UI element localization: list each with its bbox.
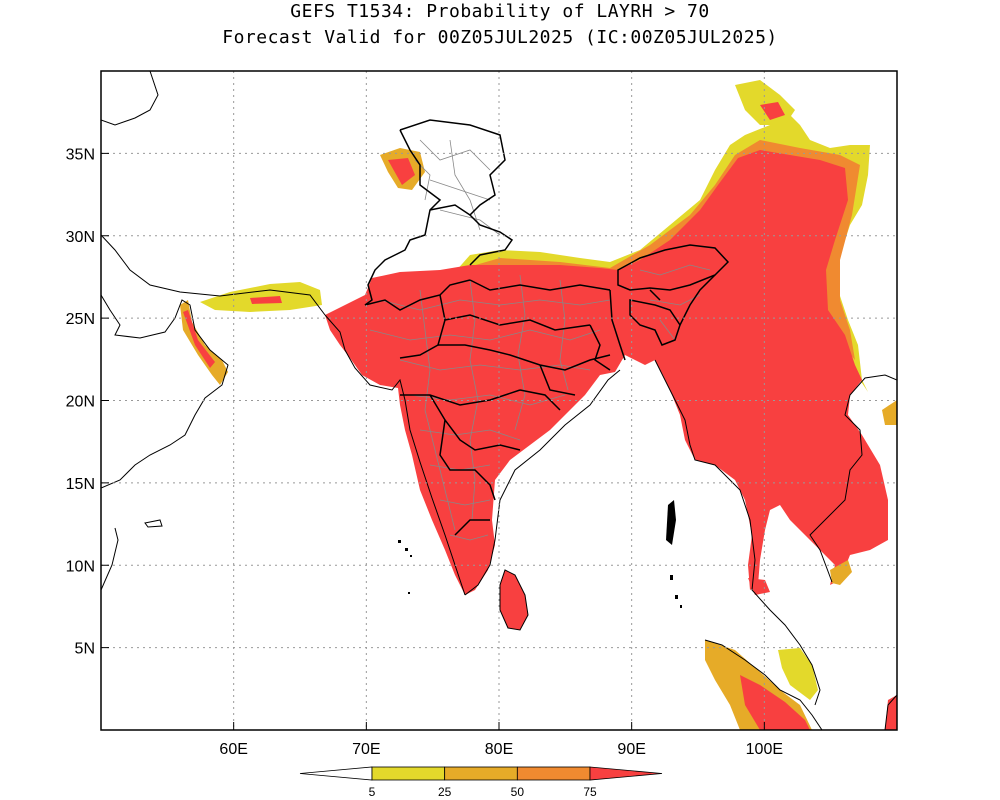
graticule <box>101 71 897 730</box>
colorbar-segment <box>516 766 591 781</box>
colorbar-segment <box>589 766 663 781</box>
state-boundaries <box>364 119 730 536</box>
lat-tick-label: 15N <box>66 476 95 493</box>
field-sri-lanka <box>500 570 528 630</box>
lon-tick-label: 90E <box>617 741 645 758</box>
field-malaya <box>778 648 818 700</box>
field-main-red <box>325 150 888 595</box>
coastline-somalia <box>101 527 119 591</box>
field-oman-coast <box>180 300 228 385</box>
colorbar-label: 25 <box>438 785 452 799</box>
coastline-pak-iran <box>101 234 326 316</box>
lat-tick-label: 30N <box>66 229 95 246</box>
field-north-patch-core <box>760 102 785 120</box>
coastline-borneo <box>884 694 897 730</box>
coastline-arabia <box>101 71 229 489</box>
lat-tick-label: 5N <box>75 641 95 658</box>
coastline-gulf-thailand <box>809 374 897 583</box>
district-boundaries <box>369 139 711 541</box>
colorbar-label: 5 <box>369 785 376 799</box>
lon-tick-label: 100E <box>746 741 783 758</box>
lat-axis: 35N 30N 25N 20N 15N 10N 5N <box>66 146 109 658</box>
lat-tick-label: 35N <box>66 146 95 163</box>
colorbar: 5 25 50 75 <box>299 766 663 799</box>
lon-tick-label: 60E <box>219 741 247 758</box>
coastline-sri-lanka <box>499 569 529 631</box>
field-gulf-patch <box>830 560 852 585</box>
lon-tick-label: 80E <box>485 741 513 758</box>
lat-tick-label: 10N <box>66 558 95 575</box>
field-sumatra-core <box>740 675 810 730</box>
admin-boundaries <box>364 119 730 608</box>
colorbar-segment <box>444 766 518 781</box>
islands <box>398 500 682 608</box>
title-line-2: Forecast Valid for 00Z05JUL2025 (IC:00Z0… <box>222 27 778 48</box>
field-pakistan-strip <box>200 282 322 312</box>
lat-tick-label: 25N <box>66 311 95 328</box>
coastline-india-west <box>324 314 466 596</box>
lon-tick-label: 70E <box>352 741 380 758</box>
probability-field <box>180 80 897 730</box>
field-kashmir-core <box>388 158 415 185</box>
coastline-burma-thai <box>654 359 821 706</box>
coastlines <box>101 71 897 730</box>
colorbar-label: 75 <box>583 785 597 799</box>
field-oman-coast-core <box>183 310 215 368</box>
lon-axis: 60E 70E 80E 90E 100E <box>219 722 783 758</box>
field-pakistan-strip-core <box>250 296 282 304</box>
colorbar-segment <box>299 766 373 781</box>
field-north-patch <box>735 80 795 125</box>
coastline-india-east <box>464 369 621 596</box>
lat-tick-label: 20N <box>66 394 95 411</box>
field-borneo-edge <box>885 695 897 730</box>
colorbar-label: 50 <box>511 785 525 799</box>
coastline-socotra <box>144 519 163 528</box>
title-line-1: GEFS T1534: Probability of LAYRH > 70 <box>290 1 710 22</box>
field-east-edge <box>882 400 897 425</box>
colorbar-segment <box>371 766 446 781</box>
